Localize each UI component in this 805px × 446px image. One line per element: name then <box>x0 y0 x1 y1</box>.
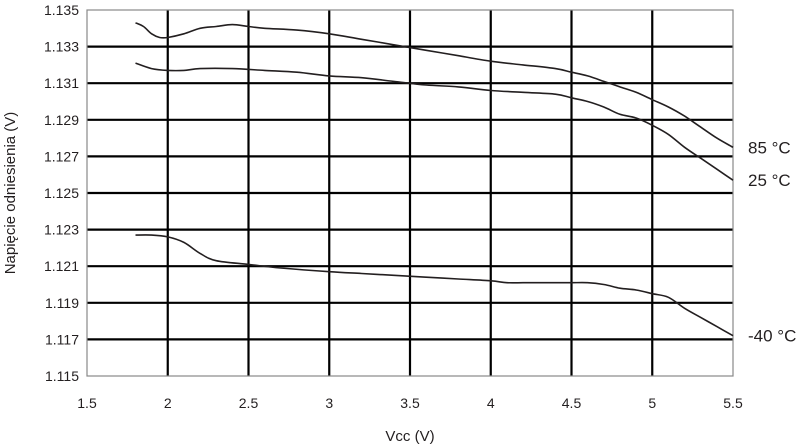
series-label-25c: 25 °C <box>748 171 791 190</box>
x-tick-label: 2 <box>164 395 172 411</box>
series-label-85c: 85 °C <box>748 138 791 157</box>
y-axis-title: Napięcie odniesienia (V) <box>2 112 19 275</box>
x-tick-label: 5 <box>648 395 656 411</box>
y-tick-label: 1.119 <box>45 295 79 311</box>
y-tick-label: 1.135 <box>44 2 79 18</box>
y-tick-label: 1.123 <box>44 222 79 238</box>
x-tick-label: 5.5 <box>723 395 743 411</box>
y-tick-label: 1.115 <box>45 368 79 384</box>
series-labels: 85 °C 25 °C -40 °C <box>748 138 796 345</box>
series-line-85c <box>135 22 734 148</box>
y-tick-label: 1.133 <box>44 39 79 55</box>
x-tick-label: 3 <box>325 395 333 411</box>
y-tick-label: 1.131 <box>44 75 79 91</box>
y-tick-label: 1.129 <box>44 112 79 128</box>
x-tick-label: 1.5 <box>77 395 97 411</box>
y-tick-label: 1.121 <box>44 258 79 274</box>
x-tick-label: 4 <box>487 395 495 411</box>
x-tick-label: 3.5 <box>400 395 420 411</box>
x-tick-label: 4.5 <box>562 395 582 411</box>
y-tick-label: 1.127 <box>44 148 79 164</box>
y-tick-label: 1.125 <box>44 185 79 201</box>
y-tick-labels: 1.115 1.117 1.119 1.121 1.123 1.125 1.127 1.129… <box>44 2 79 384</box>
plot-frame <box>86 9 734 377</box>
x-tick-label: 2.5 <box>239 395 259 411</box>
series-label-minus40c: -40 °C <box>748 327 796 346</box>
x-axis-title: Vcc (V) <box>385 428 434 445</box>
series-line-25c <box>135 62 734 181</box>
x-tick-labels: 1.5 2 2.5 3 3.5 4 4.5 5 5.5 <box>77 395 743 411</box>
y-tick-label: 1.117 <box>45 331 79 347</box>
series-line-minus40c <box>135 234 734 337</box>
series-lines <box>135 22 734 337</box>
grid <box>87 10 733 376</box>
